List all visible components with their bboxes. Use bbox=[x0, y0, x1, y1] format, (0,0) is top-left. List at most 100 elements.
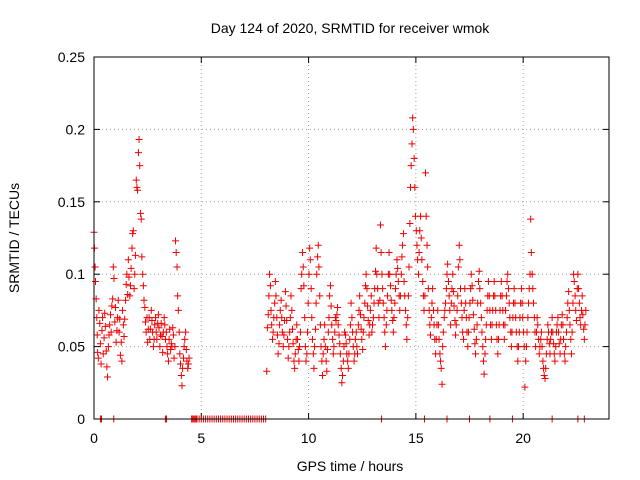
data-point bbox=[106, 321, 114, 329]
data-point bbox=[381, 343, 389, 351]
y-tick-label: 0.1 bbox=[66, 266, 86, 282]
data-point bbox=[312, 299, 320, 307]
data-point bbox=[138, 253, 146, 261]
data-point bbox=[96, 340, 104, 348]
data-point bbox=[464, 343, 472, 351]
data-point bbox=[139, 270, 147, 278]
data-point bbox=[409, 114, 417, 122]
data-point bbox=[266, 270, 274, 278]
data-point bbox=[390, 314, 398, 322]
data-point bbox=[560, 350, 568, 358]
data-point bbox=[422, 169, 430, 177]
data-point bbox=[166, 325, 174, 333]
data-point bbox=[529, 299, 537, 307]
data-point bbox=[111, 318, 119, 326]
data-point bbox=[129, 227, 137, 235]
data-point bbox=[301, 314, 309, 322]
data-point bbox=[272, 292, 280, 300]
data-point bbox=[533, 314, 541, 322]
data-point bbox=[472, 350, 480, 358]
data-point bbox=[528, 270, 536, 278]
data-point bbox=[426, 331, 434, 339]
data-point bbox=[357, 311, 365, 319]
data-point bbox=[124, 256, 132, 264]
data-point bbox=[362, 270, 370, 278]
data-point bbox=[184, 360, 192, 368]
data-point bbox=[351, 335, 359, 343]
data-point bbox=[296, 328, 304, 336]
data-point bbox=[311, 325, 319, 333]
data-point bbox=[501, 321, 509, 329]
data-point bbox=[391, 285, 399, 293]
data-point bbox=[388, 306, 396, 314]
data-point bbox=[382, 321, 390, 329]
data-point bbox=[316, 292, 324, 300]
data-point bbox=[378, 270, 386, 278]
data-point bbox=[165, 335, 173, 343]
data-point bbox=[540, 372, 548, 380]
data-point bbox=[93, 331, 101, 339]
data-point bbox=[381, 328, 389, 336]
data-point bbox=[522, 343, 530, 351]
data-point bbox=[450, 302, 458, 310]
data-point bbox=[347, 299, 355, 307]
data-point bbox=[455, 241, 463, 249]
data-point bbox=[580, 335, 588, 343]
data-point bbox=[562, 343, 570, 351]
data-point bbox=[446, 306, 454, 314]
data-point bbox=[456, 256, 464, 264]
x-tick-label: 5 bbox=[197, 430, 205, 446]
data-point bbox=[355, 306, 363, 314]
data-point bbox=[128, 244, 136, 252]
data-point bbox=[558, 311, 566, 319]
data-point bbox=[285, 343, 293, 351]
x-tick-label: 0 bbox=[90, 430, 98, 446]
data-point bbox=[500, 335, 508, 343]
data-point bbox=[134, 186, 142, 194]
data-point bbox=[110, 275, 118, 283]
data-point bbox=[448, 285, 456, 293]
data-point bbox=[477, 299, 485, 307]
data-point bbox=[111, 304, 119, 312]
data-point bbox=[302, 357, 310, 365]
data-point bbox=[444, 277, 452, 285]
data-point bbox=[164, 357, 172, 365]
data-point bbox=[567, 335, 575, 343]
data-point bbox=[298, 270, 306, 278]
data-point bbox=[537, 335, 545, 343]
data-point bbox=[152, 328, 160, 336]
data-point bbox=[304, 299, 312, 307]
data-point bbox=[494, 350, 502, 358]
data-point bbox=[263, 367, 271, 375]
data-point bbox=[393, 256, 401, 264]
data-point bbox=[559, 321, 567, 329]
data-point bbox=[293, 335, 301, 343]
data-point bbox=[311, 343, 319, 351]
data-point bbox=[267, 306, 275, 314]
data-point bbox=[126, 282, 134, 290]
data-point bbox=[449, 288, 457, 296]
data-point bbox=[565, 306, 573, 314]
data-point bbox=[176, 360, 184, 368]
data-point bbox=[567, 350, 575, 358]
y-tick-label: 0.15 bbox=[58, 194, 85, 210]
data-point bbox=[287, 292, 295, 300]
data-point bbox=[454, 263, 462, 271]
data-point bbox=[169, 324, 177, 332]
data-point bbox=[338, 372, 346, 380]
data-point bbox=[449, 270, 457, 278]
data-point bbox=[135, 136, 143, 144]
data-point bbox=[464, 328, 472, 336]
data-point bbox=[344, 357, 352, 365]
data-point bbox=[434, 321, 442, 329]
data-point bbox=[565, 288, 573, 296]
data-point bbox=[273, 331, 281, 339]
data-point bbox=[333, 311, 341, 319]
data-point bbox=[325, 314, 333, 322]
data-point bbox=[467, 270, 475, 278]
data-point bbox=[276, 306, 284, 314]
data-point bbox=[172, 248, 180, 256]
data-point bbox=[275, 340, 283, 348]
data-point bbox=[581, 321, 589, 329]
